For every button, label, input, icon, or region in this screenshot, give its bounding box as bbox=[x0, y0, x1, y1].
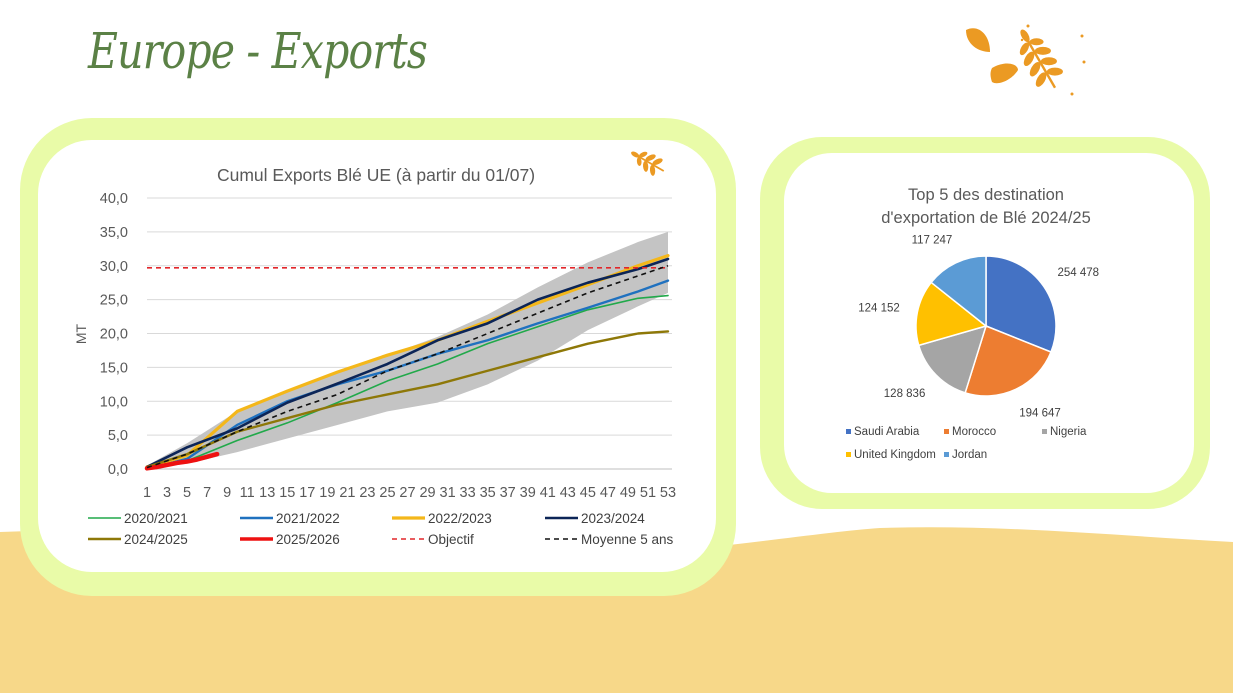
x-tick-label: 19 bbox=[319, 485, 335, 501]
line-chart-title: Cumul Exports Blé UE (à partir du 01/07) bbox=[217, 165, 535, 185]
x-tick-label: 17 bbox=[299, 485, 315, 501]
line-chart-series bbox=[144, 253, 670, 471]
x-tick-label: 29 bbox=[419, 485, 435, 501]
x-tick-label: 25 bbox=[379, 485, 395, 501]
legend-label: Saudi Arabia bbox=[854, 426, 920, 438]
x-tick-label: 13 bbox=[259, 485, 275, 501]
series-line bbox=[145, 257, 670, 469]
series-line bbox=[145, 330, 670, 469]
y-tick-label: 10,0 bbox=[100, 394, 128, 410]
legend-label: Morocco bbox=[952, 426, 996, 438]
x-tick-label: 43 bbox=[560, 485, 576, 501]
legend-label: 2024/2025 bbox=[124, 532, 188, 547]
x-tick-label: 21 bbox=[339, 485, 355, 501]
pie-chart-data-labels: 254 478 194 647 128 836 124 152 117 247 bbox=[858, 235, 1099, 420]
legend-label: Jordan bbox=[952, 449, 987, 461]
y-tick-label: 20,0 bbox=[100, 327, 128, 343]
legend-swatch bbox=[846, 429, 851, 434]
y-tick-label: 0,0 bbox=[108, 462, 128, 478]
line-chart-card bbox=[38, 140, 716, 572]
pie-slice bbox=[985, 255, 1057, 353]
x-tick-label: 15 bbox=[279, 485, 295, 501]
legend-swatch bbox=[944, 429, 949, 434]
legend-label: Objectif bbox=[428, 532, 474, 547]
x-tick-label: 3 bbox=[163, 485, 171, 501]
x-tick-label: 7 bbox=[203, 485, 211, 501]
pie-slice bbox=[930, 255, 987, 328]
pie-slice bbox=[964, 325, 1052, 397]
y-tick-label: 30,0 bbox=[100, 259, 128, 275]
legend-swatch bbox=[944, 452, 949, 457]
pie-chart-slices bbox=[915, 255, 1057, 397]
y-tick-label: 40,0 bbox=[100, 191, 128, 207]
wheat-small-icon bbox=[631, 151, 665, 176]
line-chart-legend: 2020/2021 2021/2022 2022/2023 2023/2024 2024… bbox=[88, 511, 674, 547]
legend-label: United Kingdom bbox=[854, 449, 936, 461]
y-tick-label: 25,0 bbox=[100, 293, 128, 309]
legend-label: 2021/2022 bbox=[276, 511, 340, 526]
pie-chart-title-line-1: Top 5 des destination bbox=[908, 186, 1064, 204]
line-chart-x-ticks: 1 3 5 7 9 11 13 15 17 19 21 23 25 27 29 31 33 35 37 39 41 43 4… bbox=[143, 485, 676, 501]
series-line bbox=[144, 451, 220, 471]
pie-data-label: 254 478 bbox=[1057, 267, 1099, 279]
pie-data-label: 128 836 bbox=[884, 388, 926, 400]
y-tick-label: 35,0 bbox=[100, 225, 128, 241]
line-chart-y-axis-label: MT bbox=[73, 323, 89, 344]
legend-swatch bbox=[1042, 429, 1047, 434]
legend-label: Moyenne 5 ans bbox=[581, 532, 674, 547]
legend-label: 2020/2021 bbox=[124, 511, 188, 526]
pie-slice bbox=[917, 324, 988, 394]
pie-chart-title-line-2: d'exportation de Blé 2024/25 bbox=[881, 209, 1091, 227]
x-tick-label: 31 bbox=[440, 485, 456, 501]
y-tick-label: 15,0 bbox=[100, 360, 128, 376]
wheat-icon bbox=[966, 24, 1086, 96]
x-tick-label: 45 bbox=[580, 485, 596, 501]
legend-label: 2023/2024 bbox=[581, 511, 645, 526]
x-tick-label: 11 bbox=[240, 485, 255, 501]
x-tick-label: 49 bbox=[620, 485, 636, 501]
pie-data-label: 194 647 bbox=[1019, 408, 1061, 420]
x-tick-label: 35 bbox=[480, 485, 496, 501]
x-tick-label: 5 bbox=[183, 485, 191, 501]
page-title: Europe - Exports bbox=[88, 22, 428, 80]
pie-chart-legend: Saudi Arabia Morocco Nigeria United Kingdom… bbox=[846, 426, 1087, 461]
legend-label: 2022/2023 bbox=[428, 511, 492, 526]
x-tick-label: 1 bbox=[143, 485, 151, 501]
legend-swatch bbox=[846, 452, 851, 457]
legend-label: 2025/2026 bbox=[276, 532, 340, 547]
y-tick-label: 5,0 bbox=[108, 428, 128, 444]
x-tick-label: 33 bbox=[460, 485, 476, 501]
x-tick-label: 39 bbox=[520, 485, 536, 501]
x-tick-label: 37 bbox=[500, 485, 516, 501]
pie-data-label: 117 247 bbox=[912, 235, 953, 247]
legend-label: Nigeria bbox=[1050, 426, 1087, 438]
x-tick-label: 47 bbox=[600, 485, 616, 501]
x-tick-label: 51 bbox=[640, 485, 656, 501]
series-line bbox=[146, 294, 669, 470]
x-tick-label: 9 bbox=[223, 485, 231, 501]
x-tick-label: 53 bbox=[660, 485, 676, 501]
x-tick-label: 23 bbox=[359, 485, 375, 501]
pie-slice bbox=[915, 281, 988, 347]
line-chart-y-ticks: 0,0 5,0 10,0 15,0 20,0 25,0 30,0 35,0 40,0 bbox=[100, 191, 128, 478]
x-tick-label: 41 bbox=[540, 485, 556, 501]
pie-data-label: 124 152 bbox=[858, 302, 900, 314]
x-tick-label: 27 bbox=[399, 485, 415, 501]
